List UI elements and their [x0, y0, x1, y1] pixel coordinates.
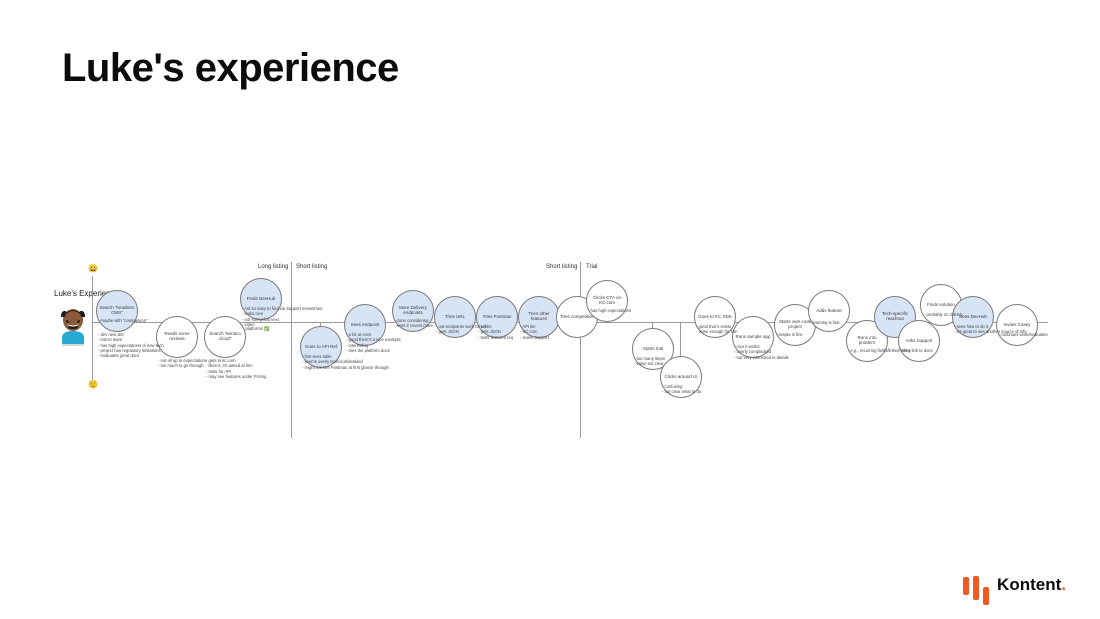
node-label: Finds DevHub — [245, 295, 278, 304]
phase-divider — [291, 262, 292, 438]
journey-note: - simple is fine — [776, 332, 803, 337]
phase-label: Trial — [586, 264, 597, 270]
journey-node: Asks Support — [898, 320, 940, 362]
node-label: Goes to API Ref — [303, 343, 339, 352]
journey-note: - too many steps - value not clear — [634, 356, 665, 367]
node-label: Tries other features — [519, 310, 559, 323]
journey-note: - not all up to expectations - too much … — [158, 358, 207, 369]
emoji-sad: 😟 — [88, 380, 98, 389]
node-label: Search "kentico cloud" — [205, 330, 245, 343]
node-label: Adds feature — [814, 307, 844, 316]
brand-logo: Kontent. — [963, 575, 1066, 595]
journey-note: - first sees table - seems overly techni… — [302, 354, 389, 370]
node-label: Goes to KC SDK — [696, 313, 734, 322]
node-label: Clicks CTA on KC.com — [587, 294, 627, 307]
journey-note: - a lot at once - good there's a nice ex… — [346, 332, 401, 353]
journey-note: - probably on GitHub — [924, 312, 963, 317]
journey-note: - has high expectations — [588, 308, 631, 313]
journey-note: - learning is fast — [810, 320, 840, 325]
node-label: Runs into problem — [847, 334, 887, 347]
node-label: Sees endpoint — [349, 321, 382, 330]
node-label: Starts trial — [641, 345, 665, 354]
node-label: Runs sample app — [733, 333, 772, 342]
node-label: Search "headless CMS" — [97, 304, 137, 317]
journey-note: - API lite - KC.com - Sales Support — [520, 324, 549, 340]
emotion-axis — [92, 276, 93, 380]
journey-note: - confusing - not clear what to do — [662, 384, 701, 395]
journey-note: - nice it works - overly complicated - n… — [734, 344, 789, 360]
phase-label: Short listing — [546, 264, 577, 270]
phase-label: Short listing — [296, 264, 327, 270]
journey-note: - done considering - sees it covers more — [394, 318, 433, 329]
emoji-happy: 😀 — [88, 264, 98, 273]
phase-label: Long listing — [258, 264, 288, 270]
journey-note: - works - gets JSON - tests featured req — [478, 324, 513, 340]
journey-note: - good that it exists - close enough for… — [696, 324, 737, 335]
node-label: Clicks around UI — [662, 373, 699, 382]
node-label: Tries Postman — [481, 313, 514, 322]
journey-node: Search "kentico cloud" — [204, 316, 246, 358]
brand-wordmark: Kontent. — [997, 575, 1066, 595]
journey-note: - they link to docs — [900, 348, 933, 353]
persona-avatar — [58, 308, 88, 346]
journey-node: Clicks CTA on KC.com — [586, 280, 628, 322]
kontent-bars-icon — [963, 576, 989, 595]
journey-note: - dev new site - lots to learn - has hig… — [98, 332, 164, 358]
journey-node: Search "headless CMS" — [96, 290, 138, 332]
journey-canvas: Luke's Experience 😀 😟 Long listing Short… — [0, 0, 1100, 619]
node-label: Starts own code project — [775, 318, 815, 331]
journey-note: - platforms ✅ — [243, 326, 269, 331]
phase-divider — [580, 262, 581, 438]
journey-note: - maybe with "comparison" — [98, 318, 148, 323]
journey-node: Adds feature — [808, 290, 850, 332]
journey-note: - gets to kc.com - likes it, it's aimed … — [206, 358, 267, 379]
node-label: Asks Support — [904, 337, 935, 346]
journey-note: - continues work/evaluates — [998, 332, 1048, 337]
node-label: More Delivery endpoints — [393, 304, 433, 317]
journey-note: - not so easy to find via Support someti… — [242, 306, 322, 327]
node-label: Finds solution — [925, 301, 957, 310]
node-label: Tries URL — [443, 313, 467, 322]
